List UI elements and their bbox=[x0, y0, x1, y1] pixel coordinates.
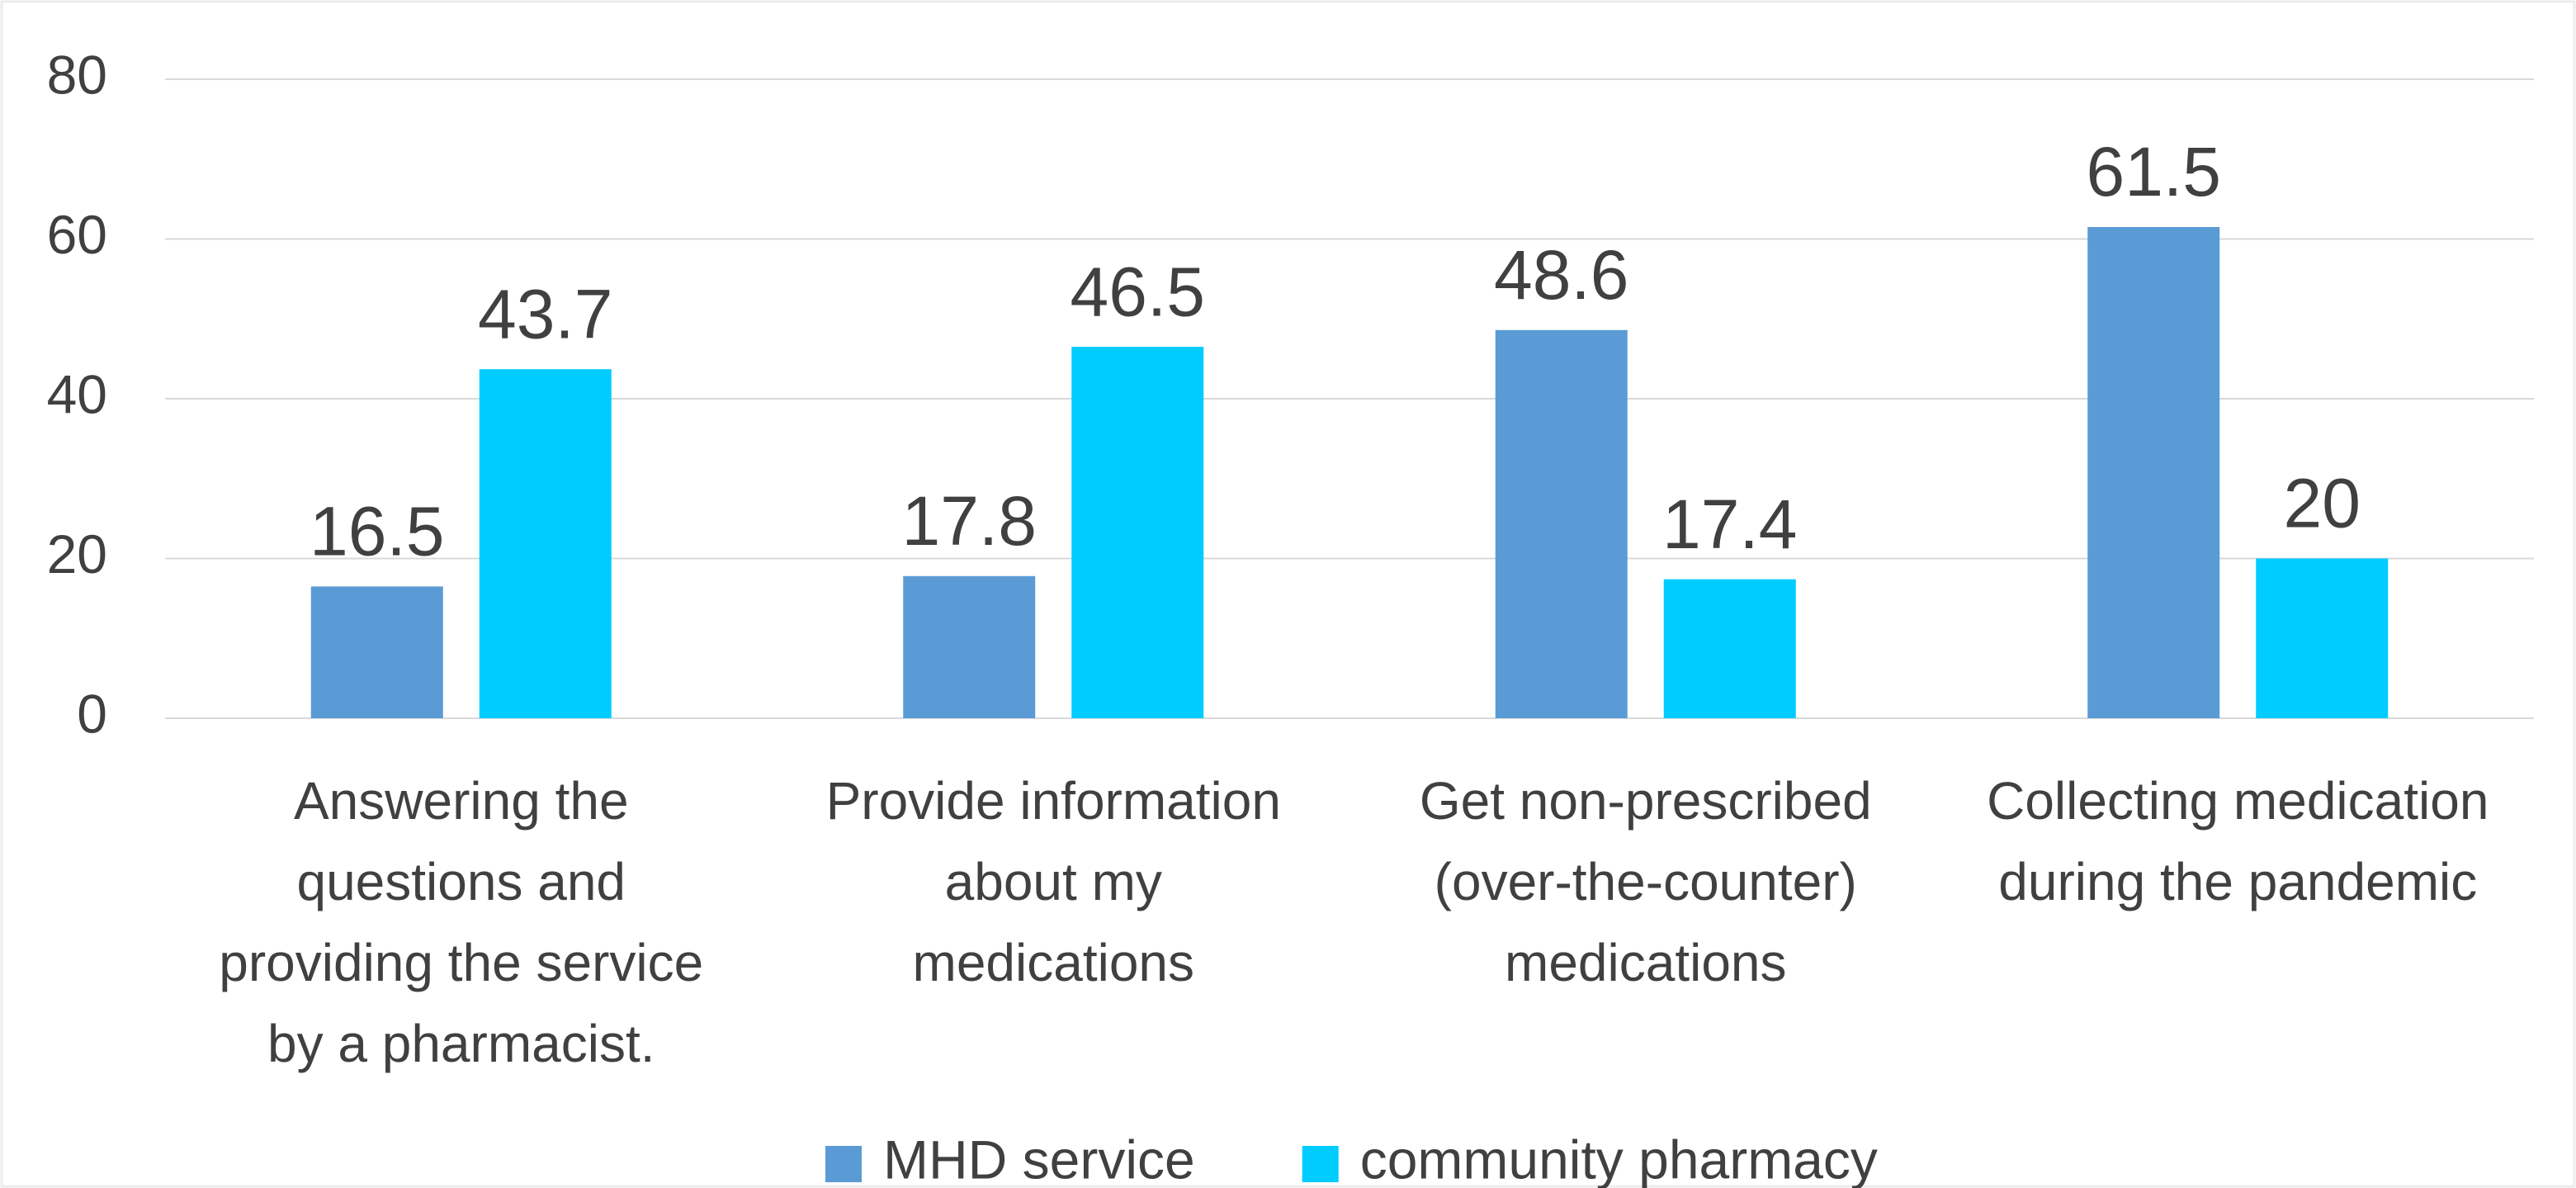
y-tick-label: 60 bbox=[47, 204, 107, 265]
bar bbox=[310, 586, 443, 718]
bar bbox=[1495, 329, 1628, 718]
bar bbox=[1071, 347, 1204, 718]
legend-label: MHD service bbox=[883, 1129, 1195, 1188]
value-label: 48.6 bbox=[1494, 236, 1629, 314]
bar bbox=[2087, 226, 2220, 718]
value-label: 17.4 bbox=[1662, 485, 1798, 563]
legend-label: community pharmacy bbox=[1360, 1129, 1878, 1188]
y-tick-label: 0 bbox=[77, 683, 107, 744]
bar bbox=[1663, 579, 1796, 718]
x-tick-label: Collecting medication during the pandemic bbox=[1987, 771, 2489, 911]
value-label: 46.5 bbox=[1071, 253, 1206, 330]
bar bbox=[2256, 558, 2389, 718]
x-tick-label: Provide information about my medications bbox=[826, 771, 1281, 992]
value-label: 43.7 bbox=[478, 275, 613, 353]
y-tick-label: 20 bbox=[47, 523, 107, 585]
y-tick-label: 80 bbox=[47, 44, 107, 105]
value-label: 16.5 bbox=[310, 493, 445, 570]
value-label: 20 bbox=[2284, 465, 2361, 542]
bar bbox=[479, 369, 612, 718]
legend-swatch bbox=[825, 1146, 862, 1182]
legend-swatch bbox=[1302, 1146, 1339, 1182]
x-tick-label: Get non-prescribed (over-the-counter) medi… bbox=[1420, 771, 1872, 992]
value-label: 17.8 bbox=[902, 482, 1037, 560]
value-label: 61.5 bbox=[2087, 133, 2222, 211]
x-tick-label: Answering the questions and providing the … bbox=[219, 771, 703, 1073]
bar bbox=[903, 575, 1036, 718]
y-tick-label: 40 bbox=[47, 363, 107, 424]
